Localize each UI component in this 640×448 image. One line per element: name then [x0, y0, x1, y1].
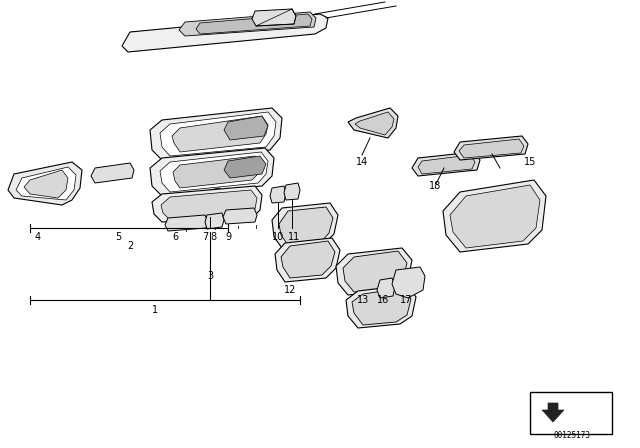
Polygon shape	[16, 167, 76, 200]
Text: 13: 13	[357, 295, 369, 305]
Polygon shape	[275, 238, 340, 282]
Polygon shape	[355, 112, 394, 135]
Polygon shape	[454, 136, 528, 160]
Text: 17: 17	[400, 295, 412, 305]
Polygon shape	[152, 186, 262, 222]
Text: 8: 8	[210, 232, 216, 242]
Polygon shape	[252, 9, 296, 26]
Text: 12: 12	[284, 285, 296, 295]
Polygon shape	[336, 248, 412, 295]
Text: 3: 3	[207, 271, 213, 281]
Polygon shape	[343, 251, 407, 292]
Text: 1: 1	[152, 305, 158, 315]
Text: 7: 7	[202, 232, 208, 242]
Polygon shape	[173, 156, 262, 188]
Polygon shape	[160, 112, 276, 156]
Polygon shape	[224, 156, 266, 178]
Polygon shape	[348, 108, 398, 138]
Polygon shape	[284, 183, 300, 200]
Polygon shape	[150, 148, 274, 196]
Polygon shape	[450, 185, 540, 248]
Polygon shape	[223, 208, 257, 224]
Polygon shape	[459, 139, 524, 158]
Polygon shape	[150, 108, 282, 160]
Polygon shape	[8, 162, 82, 205]
Bar	[530, 392, 612, 434]
Text: 00125173: 00125173	[554, 431, 591, 439]
Polygon shape	[91, 163, 134, 183]
Polygon shape	[279, 207, 333, 245]
Polygon shape	[24, 170, 68, 198]
Polygon shape	[161, 190, 257, 220]
Polygon shape	[179, 12, 316, 36]
Polygon shape	[443, 180, 546, 252]
Polygon shape	[224, 116, 268, 140]
Polygon shape	[281, 241, 335, 278]
Text: 2: 2	[127, 241, 133, 251]
Text: 18: 18	[429, 181, 441, 191]
Polygon shape	[352, 288, 411, 325]
Polygon shape	[270, 186, 286, 203]
Text: 5: 5	[115, 232, 121, 242]
Text: 16: 16	[377, 295, 389, 305]
Polygon shape	[172, 116, 268, 152]
Polygon shape	[392, 267, 425, 298]
Polygon shape	[208, 188, 222, 217]
Polygon shape	[542, 403, 564, 422]
Polygon shape	[160, 152, 268, 192]
Text: 15: 15	[524, 157, 536, 167]
Polygon shape	[272, 203, 338, 248]
Text: 14: 14	[356, 157, 368, 167]
Polygon shape	[196, 14, 312, 34]
Polygon shape	[205, 213, 224, 229]
Text: 6: 6	[172, 232, 178, 242]
Text: 4: 4	[35, 232, 41, 242]
Polygon shape	[418, 155, 475, 174]
Polygon shape	[346, 285, 416, 328]
Polygon shape	[165, 215, 208, 231]
Text: 9: 9	[225, 232, 231, 242]
Text: 10: 10	[272, 232, 284, 242]
Polygon shape	[377, 278, 395, 298]
Polygon shape	[122, 14, 328, 52]
Text: 11: 11	[288, 232, 300, 242]
Polygon shape	[412, 152, 480, 176]
